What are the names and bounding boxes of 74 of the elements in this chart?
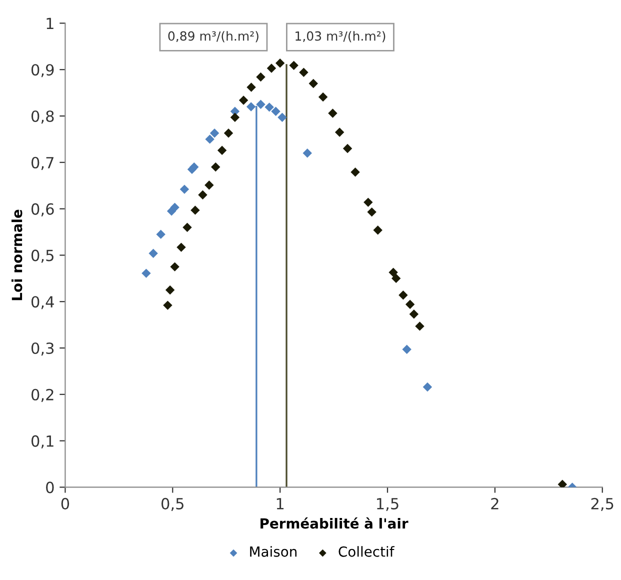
point: [246, 82, 256, 92]
point: [275, 58, 285, 68]
point: [415, 322, 424, 331]
point: [170, 262, 180, 272]
point: [246, 102, 256, 112]
y-axis-title: Loi normale: [11, 210, 22, 300]
point: [398, 290, 408, 300]
point: [211, 162, 220, 172]
point: [422, 382, 432, 392]
point: [180, 184, 190, 194]
point: [328, 108, 338, 118]
point: [210, 128, 220, 138]
point: [289, 60, 298, 70]
point: [391, 274, 401, 284]
point: [156, 230, 166, 239]
x-tick-label: 2,5: [591, 498, 614, 511]
point: [170, 202, 180, 212]
y-tick-label: 0,4: [32, 296, 54, 310]
point: [163, 300, 172, 310]
y-tick-label: 0,3: [32, 342, 54, 356]
point: [302, 148, 312, 158]
point: [334, 128, 344, 137]
y-tick-label: 1: [46, 18, 54, 30]
point: [204, 180, 214, 190]
x-tick-label: 0: [61, 498, 70, 510]
point: [405, 300, 415, 309]
point: [364, 198, 373, 207]
point: [373, 226, 382, 235]
point: [256, 100, 266, 110]
point: [190, 206, 200, 215]
point: [217, 146, 227, 155]
x-tick-label: 1,5: [377, 498, 398, 511]
point: [205, 134, 214, 144]
point: [388, 268, 398, 277]
point: [165, 285, 175, 295]
point: [278, 112, 287, 122]
annotation: 1,03 m³/(h.m²): [296, 31, 386, 42]
y-tick-label: 0,5: [32, 250, 54, 263]
y-tick-label: 0,9: [32, 64, 54, 78]
x-tick-label: 1: [276, 498, 284, 510]
y-tick-label: 0,2: [32, 388, 54, 402]
point: [256, 72, 266, 82]
point: [367, 207, 376, 217]
point: [230, 112, 240, 122]
y-tick-label: 0: [46, 482, 54, 494]
point: [266, 64, 276, 73]
x-tick-label: 2: [491, 498, 498, 510]
point: [271, 106, 280, 116]
point: [308, 78, 318, 88]
y-tick-label: 0,6: [32, 203, 54, 216]
point: [198, 190, 208, 200]
point: [318, 92, 328, 102]
point: [342, 144, 352, 154]
annotation: 0,89 m³/(h.m²): [168, 31, 258, 42]
point: [409, 310, 419, 319]
y-tick-label: 0,7: [32, 156, 54, 170]
point: [148, 248, 158, 258]
point: [176, 242, 186, 252]
point: [402, 344, 412, 354]
x-tick-label: 0,5: [161, 498, 184, 511]
point: [238, 96, 248, 105]
point: [299, 68, 308, 77]
point: [224, 128, 234, 138]
legend-label: Maison: [250, 546, 296, 557]
point: [350, 168, 360, 177]
x-axis-title: Perméabilité à l'air: [260, 517, 408, 529]
point: [264, 102, 274, 112]
y-tick-label: 0,1: [32, 435, 54, 448]
y-tick-label: 0,8: [32, 110, 54, 124]
point: [182, 222, 192, 232]
legend-label: Collectif: [338, 546, 395, 557]
point: [558, 480, 568, 488]
point: [190, 162, 199, 172]
point: [142, 268, 151, 278]
